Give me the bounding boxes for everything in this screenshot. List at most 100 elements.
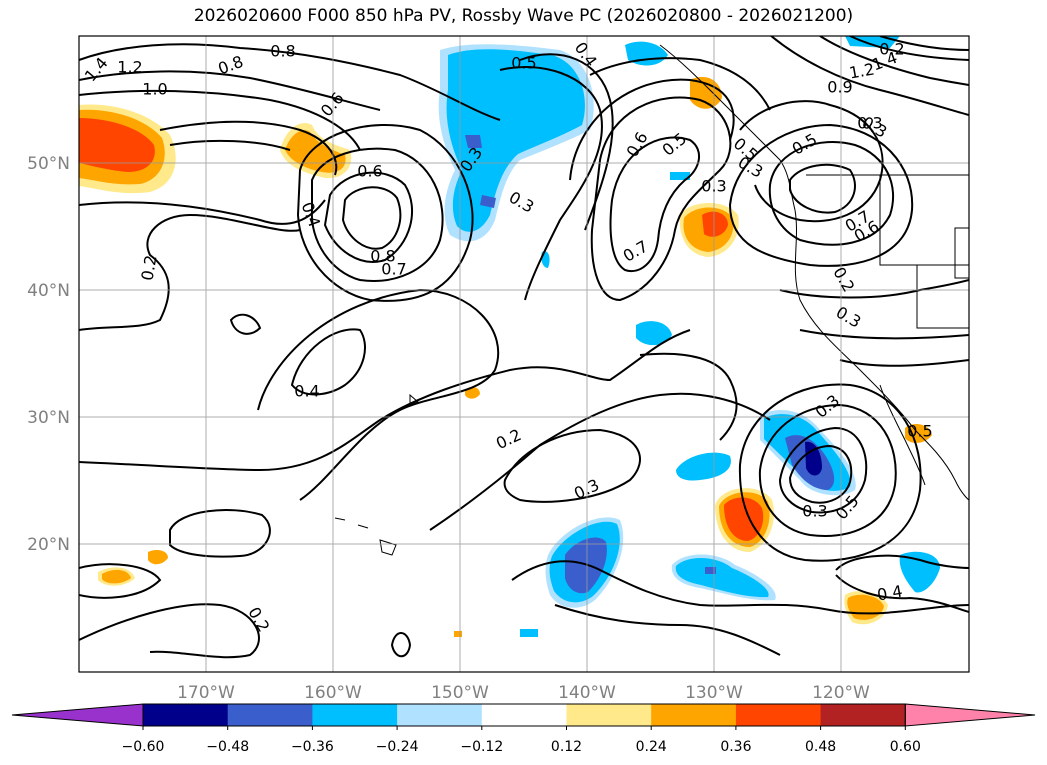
map-frame [78,35,970,673]
contour-line [779,279,969,299]
contour-line [296,123,474,302]
contour-line [323,171,414,263]
contour-label: 1.0 [142,80,167,99]
contour-line [835,574,969,613]
contour-line [799,329,969,340]
latitude-tick-label: 50°N [27,154,70,174]
colorbar-tick-label: −0.60 [122,739,165,755]
contour-line [519,53,614,231]
colorbar: −0.60 −0.48 −0.36 −0.24 −0.12 0.12 0.24 0.36 0.4… [11,703,1036,755]
contour-line [590,96,732,302]
negative-anomaly [670,172,690,180]
contour-line [738,383,922,562]
positive-anomaly [102,569,131,584]
contour-line [819,36,969,86]
negative-anomaly [465,135,482,148]
positive-anomaly [285,130,346,173]
colorbar-tick-label: −0.48 [206,739,249,755]
coastline [409,393,419,406]
contour-line [257,288,500,501]
contour-label: 0.4 [298,199,325,229]
contour-line [499,66,603,301]
contour-line [511,560,969,615]
contour-label: 0.2 [493,425,524,453]
longitude-tick-label: 170°W [177,683,235,703]
contour-line [609,136,700,273]
negative-anomaly [480,195,496,208]
contour-label: 0.2 [244,604,273,636]
colorbar-swatch [735,704,822,726]
coastline [334,517,346,521]
contour-line [79,563,162,599]
negative-anomaly [625,41,668,66]
latitude-tick-label: 40°N [27,281,70,301]
colorbar-tick-label: 0.36 [720,739,751,755]
latitude-tick-label: 30°N [27,408,70,428]
contour-line [79,43,501,121]
contour-line [79,199,326,225]
contour-label: 0.5 [659,129,691,160]
coastlines [334,44,969,556]
colorbar-extend-low [11,703,144,727]
contour-line [79,213,301,331]
latitude-labels: 50°N 40°N 30°N 20°N [27,154,70,555]
colorbar-swatch [481,704,567,726]
colorbar-tick-label: −0.36 [291,739,334,755]
map-title: 2026020600 F000 850 hPa PV, Rossby Wave … [193,6,854,26]
contour-label: 0.2 [137,254,160,282]
contour-label: 0.6 [357,162,382,181]
latitude-tick-label: 20°N [27,535,70,555]
contour-line [728,123,914,267]
contour-line [79,329,691,472]
contour-line [769,36,969,116]
contour-label: 0.5 [789,130,821,159]
colorbar-tick-label: 0.24 [636,739,667,755]
positive-anomaly [465,386,480,399]
coastline [954,227,969,279]
contour-label: 0.3 [701,177,726,196]
coastline [379,539,397,556]
contour-line [310,147,444,282]
contour-label: 0.5 [907,422,932,441]
contour-label: 0.2 [829,264,858,296]
contour-label: 0.6 [317,89,348,121]
contour-line [789,163,856,214]
gridlines [79,36,969,672]
contour-line [79,89,361,151]
positive-anomaly [79,118,155,172]
contour-label: 0.5 [511,54,536,73]
negative-anomaly [446,49,585,232]
contour-label: 0.8 [370,247,395,266]
colorbar-swatch [312,704,398,726]
colorbar-tick-label: −0.12 [460,739,503,755]
negative-anomaly [675,557,769,598]
contour-label: 0.8 [215,52,245,79]
contour-line [503,428,641,503]
coastline [879,175,969,266]
longitude-labels: 170°W 160°W 150°W 140°W 130°W 120°W [177,683,870,703]
colorbar-tick-label: 0.12 [551,739,582,755]
colorbar-tick-label: 0.48 [805,739,836,755]
contour-label: 0.2 [879,40,904,59]
negative-anomaly [636,321,672,346]
colorbar-frame [142,703,906,727]
contour-line [839,359,969,367]
contour-label: 0.7 [620,237,652,266]
negative-anomaly [805,441,822,476]
positive-anomaly [148,550,168,565]
longitude-tick-label: 120°W [812,683,870,703]
positive-anomaly [454,631,462,637]
contour-label: 0.7 [381,260,406,279]
longitude-tick-label: 130°W [685,683,743,703]
negative-anomaly [705,567,716,574]
contour-line [778,426,868,514]
colorbar-swatch [227,704,313,726]
contour-label: 1.2 [848,59,876,82]
coastline [357,524,369,529]
contour-line [341,186,402,250]
longitude-tick-label: 150°W [431,683,489,703]
contour-label: 0.3 [833,303,865,332]
colorbar-extend-high [904,703,1036,727]
contour-line [429,392,771,531]
